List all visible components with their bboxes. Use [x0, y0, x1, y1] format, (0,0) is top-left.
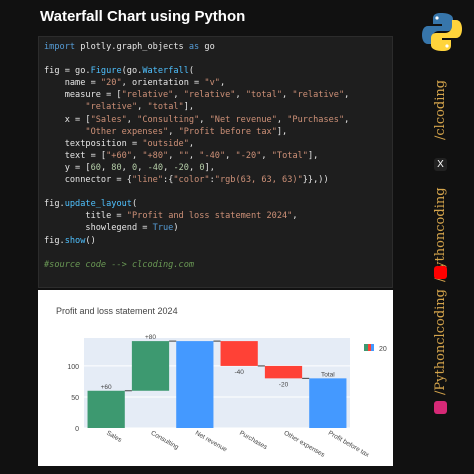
code-line: import plotly.graph_objects as go — [44, 42, 215, 52]
code-line — [44, 186, 392, 198]
instagram-icon[interactable] — [434, 401, 447, 414]
x-icon[interactable]: X — [434, 158, 447, 171]
bar-label: Total — [321, 371, 335, 378]
x-tick-label: Sales — [105, 430, 123, 445]
code-line: measure = ["relative", "relative", "tota… — [44, 90, 350, 101]
code-line — [44, 53, 392, 65]
bars — [87, 340, 347, 428]
y-tick-label: 50 — [71, 395, 79, 402]
x-tick-label: Purchases — [238, 430, 269, 452]
chart-panel: Profit and loss statement 2024 +60 +80 -40… — [38, 290, 393, 466]
legend-swatch-total — [371, 344, 374, 351]
bar-purchases[interactable] — [220, 341, 258, 366]
bar-label: +80 — [145, 334, 156, 341]
page-title: Waterfall Chart using Python — [40, 8, 246, 25]
code-line: fig = go.Figure(go.Waterfall( — [44, 66, 195, 77]
code-line: y = [60, 80, 0, -40, -20, 0], — [44, 162, 215, 173]
code-line: text = ["+60", "+80", "", "-40", "-20", … — [44, 150, 319, 161]
code-line: textposition = "outside", — [44, 138, 195, 149]
social-sidebar: /clcoding X /Pythoncoding /Pythonclcodin… — [400, 60, 474, 460]
youtube-icon[interactable] — [434, 266, 447, 279]
x-ticks: Sales Consulting Net revenue Purchases Other… — [105, 430, 371, 459]
bar-net-revenue[interactable] — [176, 341, 214, 428]
code-line: fig.show() — [44, 235, 96, 246]
code-line: name = "20", orientation = "v", — [44, 78, 226, 89]
bar-label: +60 — [101, 384, 112, 391]
bar-labels: +60 +80 -40 -20 Total — [101, 334, 336, 391]
x-tick-label: Other expenses — [283, 430, 327, 459]
bar-consulting[interactable] — [131, 341, 170, 391]
x-tick-label: Profit before tax — [327, 430, 371, 459]
code-line: "relative", "total"], — [85, 102, 195, 113]
y-tick-label: 0 — [75, 426, 79, 433]
y-tick-label: 100 — [67, 364, 79, 371]
code-line: fig.update_layout( — [44, 199, 138, 210]
waterfall-chart: Profit and loss statement 2024 +60 +80 -40… — [56, 306, 387, 459]
bar-label: -40 — [234, 369, 244, 376]
code-panel: import plotly.graph_objects as go fig = … — [38, 36, 393, 288]
code-line: connector = {"line":{"color":"rgb(63, 63… — [44, 175, 329, 186]
bar-label: -20 — [279, 381, 289, 388]
code-line: #source code --> clcoding.com — [44, 259, 195, 270]
x-tick-label: Net revenue — [194, 430, 228, 454]
handle-clcoding[interactable]: /clcoding — [433, 79, 448, 140]
handle-pythonclcoding[interactable]: /Pythonclcoding — [433, 289, 448, 395]
code-line: showlegend = True) — [44, 223, 179, 234]
plot-area — [84, 338, 350, 428]
legend[interactable]: 20 — [364, 344, 387, 353]
grid-lines — [84, 365, 350, 429]
code-line: x = ["Sales", "Consulting", "Net revenue… — [44, 114, 350, 125]
y-ticks: 0 50 100 — [67, 364, 79, 433]
code-line: "Other expenses", "Profit before tax"], — [85, 126, 288, 137]
legend-swatch-decreasing — [368, 344, 371, 351]
bar-sales[interactable] — [87, 390, 125, 428]
code-line — [44, 247, 392, 259]
x-tick-label: Consulting — [150, 430, 180, 452]
chart-title: Profit and loss statement 2024 — [56, 306, 178, 316]
python-logo-icon — [422, 13, 462, 51]
legend-label: 20 — [379, 346, 387, 353]
bar-profit-before-tax[interactable] — [309, 378, 347, 428]
bar-other-expenses[interactable] — [264, 365, 303, 379]
legend-swatch-increasing — [364, 344, 368, 351]
code-line: title = "Profit and loss statement 2024"… — [44, 211, 298, 222]
